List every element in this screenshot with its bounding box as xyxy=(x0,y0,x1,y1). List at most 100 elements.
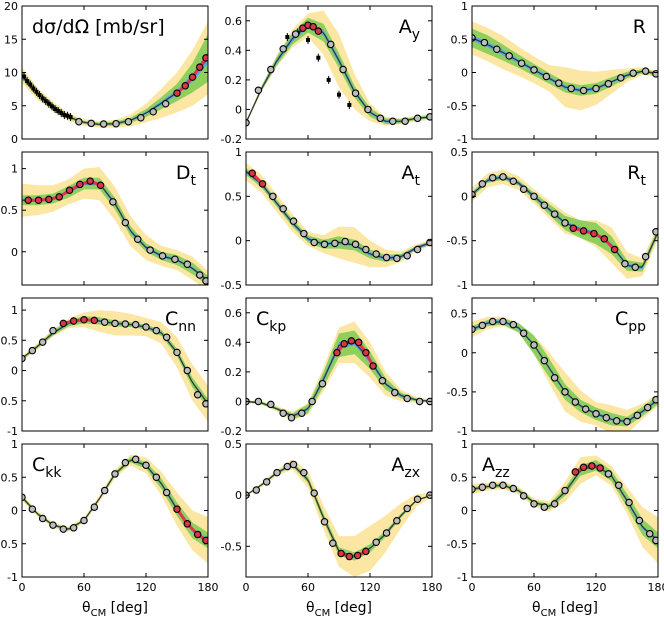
x-tick-label: 180 xyxy=(648,581,664,594)
central-curve xyxy=(246,341,432,417)
y-tick-label: 0.5 xyxy=(451,308,469,321)
panel-title-main: A xyxy=(402,162,415,184)
panel-title-sub: t xyxy=(641,173,647,189)
x-tick-label: 60 xyxy=(527,581,541,594)
red-circle-marker xyxy=(248,169,256,178)
gray-circle-marker xyxy=(478,483,487,491)
plot-area xyxy=(472,169,658,279)
gray-circle-marker xyxy=(121,458,130,467)
gray-circle-marker xyxy=(561,219,569,227)
y-tick-label: 0 xyxy=(235,235,242,248)
gray-circle-marker xyxy=(652,395,658,404)
gray-circle-marker xyxy=(415,397,424,406)
exp-point xyxy=(337,92,341,97)
y-tick-label: 0.5 xyxy=(1,471,19,484)
y-tick-label: 0 xyxy=(461,67,468,80)
gray-circle-marker xyxy=(540,356,549,365)
gray-circle-marker xyxy=(413,114,422,123)
red-curve-segment xyxy=(574,464,601,474)
gray-circle-marker xyxy=(279,204,287,213)
red-circle-marker xyxy=(571,468,580,476)
band-yellow xyxy=(22,167,208,285)
gray-circle-marker xyxy=(131,455,140,464)
panel-title: Ckk xyxy=(32,454,62,481)
y-tick-label: 1 xyxy=(11,438,18,451)
y-tick-label: 0 xyxy=(461,505,468,518)
panel-title: Dt xyxy=(176,162,197,189)
exp-point xyxy=(62,113,67,118)
plot-area xyxy=(246,162,432,268)
red-circle-marker xyxy=(258,180,267,188)
panel-title-main: A xyxy=(482,454,495,476)
exp-point xyxy=(306,37,310,42)
gray-circle-marker xyxy=(530,341,538,349)
gray-circle-marker xyxy=(183,366,192,375)
plot-area xyxy=(22,310,208,422)
red-circle-marker xyxy=(90,316,99,325)
red-circle-marker xyxy=(362,547,370,556)
red-circle-marker xyxy=(596,464,604,472)
y-tick-label: 1 xyxy=(461,438,468,451)
exp-point xyxy=(285,35,290,40)
gray-circle-marker xyxy=(287,413,296,422)
red-circle-marker xyxy=(353,551,362,560)
gray-circle-marker xyxy=(403,394,411,403)
gray-circle-marker xyxy=(509,320,518,329)
exp-point xyxy=(49,104,54,109)
exp-point xyxy=(53,107,58,112)
gray-circle-marker xyxy=(378,377,387,385)
gray-circle-marker xyxy=(252,486,261,494)
gray-circle-marker xyxy=(478,180,487,188)
red-circle-marker xyxy=(569,224,578,233)
red-circle-marker xyxy=(600,235,609,243)
gray-circle-marker xyxy=(393,516,401,525)
red-circle-marker xyxy=(173,89,181,97)
y-tick-label: 0 xyxy=(461,347,468,360)
y-tick-label: -1 xyxy=(457,279,468,292)
central-curve xyxy=(472,37,658,92)
gray-circle-marker xyxy=(171,255,179,263)
red-circle-marker xyxy=(362,348,370,357)
y-tick-label: -1 xyxy=(7,425,18,438)
gray-circle-marker xyxy=(149,107,157,116)
panel-title-main: R xyxy=(633,16,646,38)
gray-circle-marker xyxy=(99,120,108,128)
panel-4: 0 0.5 1 Dt xyxy=(1,151,209,286)
panel-2: -0.2 0 0.2 0.4 0.6 Ay xyxy=(221,5,433,146)
gray-circle-marker xyxy=(267,400,275,409)
gray-circle-marker xyxy=(499,481,507,489)
panel-8: -0.2 0 0.2 0.4 0.6 Ckp xyxy=(221,297,433,438)
gray-circle-marker xyxy=(382,253,391,262)
red-circle-marker xyxy=(588,462,596,470)
red-circle-marker xyxy=(314,27,323,35)
red-circle-marker xyxy=(55,193,63,201)
x-axis-label-sub: CM xyxy=(541,608,557,619)
gray-circle-marker xyxy=(633,411,642,420)
red-circle-marker xyxy=(80,316,88,324)
gray-circle-marker xyxy=(137,113,145,122)
gray-circle-marker xyxy=(530,500,538,508)
gray-circle-marker xyxy=(279,409,287,418)
gray-circle-marker xyxy=(542,72,551,81)
plot-area xyxy=(22,454,208,564)
gray-circle-marker xyxy=(75,117,83,126)
red-circle-marker xyxy=(86,177,94,185)
axes-frame xyxy=(245,443,433,578)
gray-circle-marker xyxy=(162,488,171,497)
panel-10: 0 60 120 180 -1 -0.5 0 0.5 1 Ckk xyxy=(0,438,219,594)
red-circle-marker xyxy=(183,520,192,528)
gray-circle-marker xyxy=(193,390,202,399)
gray-circle-marker xyxy=(298,409,306,418)
y-tick-label: 0 xyxy=(11,133,18,146)
gray-circle-marker xyxy=(131,320,140,329)
red-circle-marker xyxy=(347,337,356,345)
red-circle-marker xyxy=(337,549,345,558)
gray-circle-marker xyxy=(162,333,171,342)
gray-circle-marker xyxy=(152,326,161,335)
gray-circle-marker xyxy=(49,326,57,335)
y-tick-label: 0.5 xyxy=(225,438,243,451)
y-tick-label: 0.5 xyxy=(451,471,469,484)
y-tick-label: 20 xyxy=(4,0,18,13)
